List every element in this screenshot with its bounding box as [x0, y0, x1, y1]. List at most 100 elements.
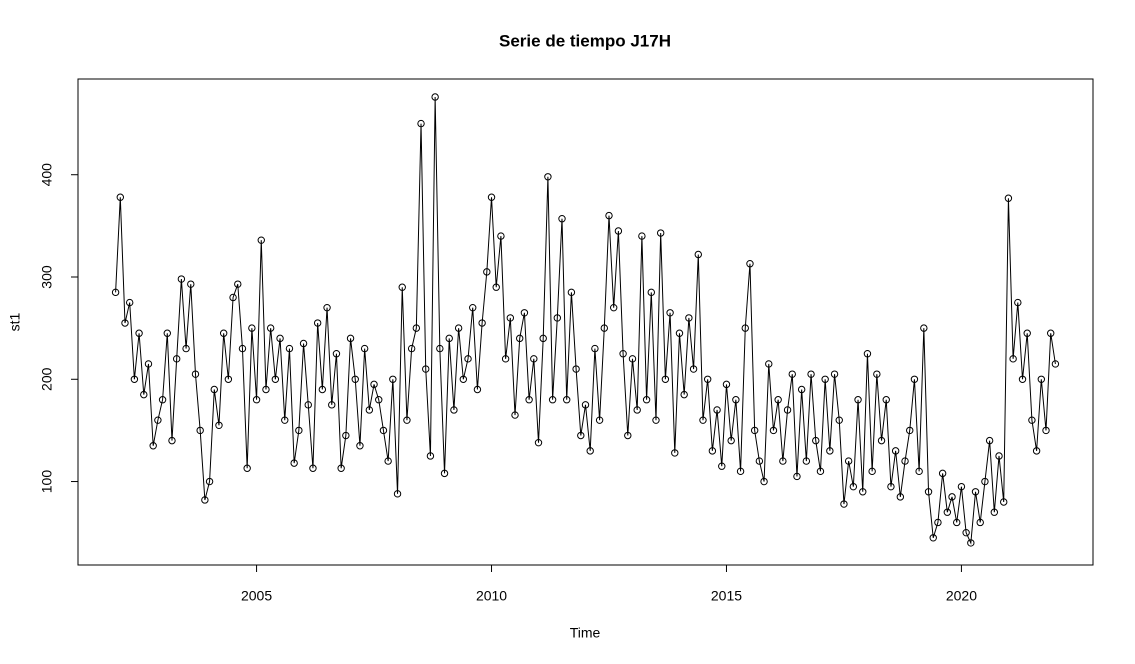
data-point: [891, 447, 900, 455]
data-point: [487, 193, 496, 201]
data-point: [501, 355, 510, 363]
data-point: [516, 334, 524, 343]
data-point: [873, 370, 881, 378]
data-point: [1004, 194, 1013, 202]
data-point: [313, 319, 322, 327]
x-tick-label: 2005: [241, 588, 272, 604]
data-point: [271, 375, 280, 383]
data-point: [346, 334, 355, 343]
data-point: [868, 467, 876, 476]
data-point: [130, 375, 139, 383]
data-point: [196, 426, 204, 435]
data-point: [877, 436, 886, 445]
data-point: [849, 482, 858, 491]
data-point: [295, 426, 303, 435]
data-point: [342, 431, 350, 440]
data-point: [191, 370, 200, 378]
data-point: [1000, 498, 1008, 506]
data-point: [628, 355, 637, 363]
data-point: [205, 477, 214, 486]
data-point: [962, 528, 970, 537]
data-point: [1047, 329, 1055, 337]
data-point: [896, 493, 905, 501]
data-point: [459, 375, 468, 383]
data-point: [938, 469, 947, 478]
data-point: [844, 457, 853, 465]
y-tick-label: 300: [39, 265, 55, 289]
data-point: [393, 490, 402, 498]
plot-box: [77, 78, 1094, 566]
data-point: [370, 380, 378, 389]
data-point: [530, 355, 538, 363]
data-point: [539, 334, 547, 343]
data-point: [412, 324, 421, 332]
data-point: [816, 467, 825, 476]
data-point: [234, 280, 242, 288]
data-point: [581, 401, 590, 409]
data-point: [187, 280, 195, 288]
data-point: [210, 385, 218, 394]
data-point: [149, 442, 157, 450]
data-point: [901, 457, 909, 465]
data-point: [614, 227, 623, 235]
data-point: [906, 426, 914, 435]
data-point: [779, 457, 787, 465]
data-point: [859, 488, 867, 496]
data-point: [1037, 375, 1046, 383]
data-point: [276, 334, 284, 343]
data-point: [990, 508, 999, 516]
data-point: [995, 452, 1003, 460]
data-point: [708, 447, 717, 455]
data-point: [774, 396, 782, 404]
data-point: [656, 229, 665, 237]
data-point: [450, 406, 458, 414]
chart-title: Serie de tiempo J17H: [499, 31, 671, 50]
data-point: [642, 396, 651, 404]
data-point: [1051, 360, 1060, 368]
data-point: [548, 396, 557, 404]
data-point: [572, 365, 580, 373]
data-point: [1023, 329, 1031, 337]
data-point: [619, 350, 627, 358]
data-point: [1032, 447, 1041, 455]
data-point: [760, 477, 768, 486]
data-point: [563, 396, 571, 404]
data-point: [915, 467, 923, 476]
data-point: [605, 211, 613, 220]
x-axis-label: Time: [570, 625, 601, 641]
data-point: [920, 324, 928, 332]
data-point: [765, 360, 773, 368]
data-point: [356, 442, 364, 450]
data-point: [144, 360, 153, 368]
data-point: [553, 314, 562, 322]
data-point: [389, 375, 397, 383]
data-point: [567, 288, 576, 297]
data-point: [722, 380, 731, 389]
data-point: [835, 416, 843, 424]
data-point: [830, 370, 839, 378]
data-point: [863, 350, 872, 358]
data-point: [431, 93, 439, 101]
data-point: [201, 496, 209, 504]
data-point: [492, 283, 500, 291]
data-point: [299, 339, 308, 348]
data-point: [957, 482, 966, 491]
data-point: [436, 344, 444, 353]
data-point: [887, 482, 895, 491]
data-point: [661, 375, 670, 383]
y-axis-label: st1: [7, 312, 23, 331]
data-point: [168, 436, 176, 445]
data-point: [445, 334, 453, 343]
data-point: [121, 319, 129, 327]
data-point: [407, 344, 416, 353]
data-point: [821, 375, 829, 383]
data-point: [924, 488, 933, 496]
data-point: [248, 324, 256, 332]
data-point: [464, 355, 472, 363]
data-point: [172, 355, 181, 363]
data-point: [111, 288, 120, 297]
data-point: [497, 232, 505, 240]
data-point: [290, 459, 298, 467]
data-point: [652, 416, 660, 424]
data-point: [379, 426, 388, 435]
